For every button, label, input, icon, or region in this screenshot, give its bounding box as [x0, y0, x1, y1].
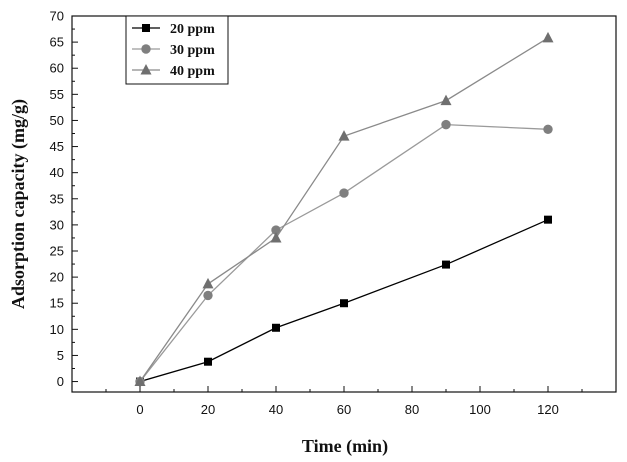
- data-point-30-ppm: [543, 124, 553, 135]
- x-tick-label: 80: [405, 402, 419, 417]
- data-point-20-ppm: [544, 215, 552, 224]
- y-tick-label: 5: [57, 348, 64, 363]
- legend-marker: [142, 24, 150, 32]
- legend-marker: [140, 64, 152, 75]
- data-point-40-ppm: [270, 231, 282, 243]
- x-tick-label: 40: [269, 402, 283, 417]
- data-point-30-ppm: [339, 188, 349, 198]
- x-tick-label: 60: [337, 402, 351, 417]
- y-tick-label: 45: [50, 139, 64, 154]
- data-point-40-ppm: [134, 375, 146, 387]
- data-point-20-ppm: [442, 260, 450, 269]
- data-point-20-ppm: [204, 357, 212, 366]
- legend-label: 40 ppm: [170, 64, 215, 79]
- y-tick-label: 0: [57, 374, 64, 389]
- legend-marker: [141, 44, 151, 54]
- y-tick-label: 40: [50, 165, 64, 180]
- series-line-30-ppm: [139, 123, 549, 382]
- x-tick-label: 20: [201, 402, 215, 417]
- y-tick-label: 35: [50, 191, 64, 206]
- x-tick-label: 100: [469, 402, 491, 417]
- series-line-40-ppm: [139, 37, 549, 382]
- legend-label: 30 ppm: [170, 43, 215, 58]
- data-point-40-ppm: [338, 130, 350, 141]
- y-tick-label: 20: [50, 270, 64, 285]
- x-axis-label: Time (min): [302, 436, 388, 457]
- y-tick-label: 30: [50, 217, 64, 232]
- data-point-40-ppm: [202, 277, 214, 289]
- series-line-20-ppm: [139, 219, 549, 383]
- data-point-20-ppm: [272, 323, 280, 332]
- x-tick-label: 120: [537, 402, 559, 417]
- x-tick-label: 0: [136, 402, 143, 417]
- data-point-40-ppm: [542, 31, 554, 43]
- y-tick-label: 60: [50, 61, 64, 76]
- data-point-30-ppm: [271, 225, 281, 235]
- y-tick-label: 70: [50, 9, 64, 24]
- data-point-30-ppm: [441, 119, 451, 130]
- legend-label: 20 ppm: [170, 22, 215, 37]
- y-tick-label: 10: [50, 322, 64, 337]
- data-point-40-ppm: [440, 94, 452, 106]
- y-axis-label: Adsorption capacity (mg/g): [8, 99, 29, 309]
- data-point-20-ppm: [340, 299, 348, 308]
- y-tick-label: 50: [50, 113, 64, 128]
- y-tick-label: 15: [50, 296, 64, 311]
- y-tick-label: 65: [50, 35, 64, 50]
- y-tick-label: 55: [50, 87, 64, 102]
- y-tick-label: 25: [50, 244, 64, 259]
- data-point-30-ppm: [203, 290, 213, 301]
